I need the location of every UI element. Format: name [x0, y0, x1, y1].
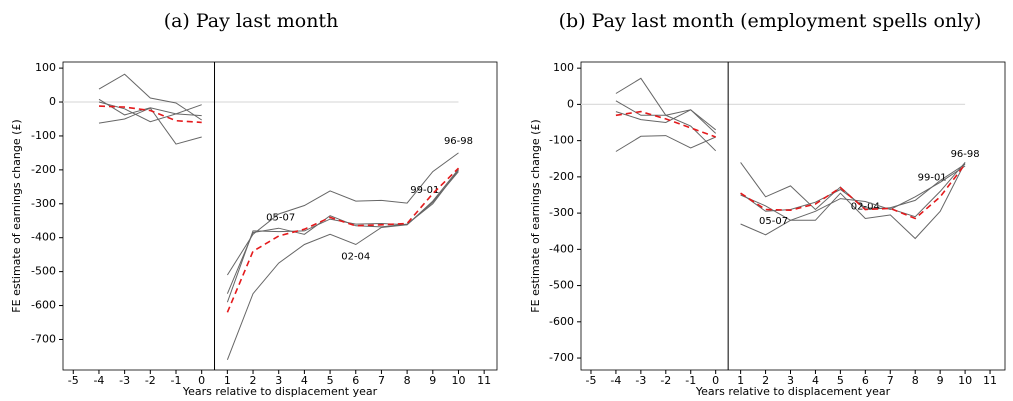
- y-tick-label: 100: [553, 61, 574, 74]
- series-label: 99-01: [410, 185, 439, 196]
- series-line: [98, 98, 459, 303]
- y-tick-label: -700: [31, 332, 56, 345]
- chart-title: (a) Pay last month: [164, 10, 339, 32]
- x-tick-label: -2: [145, 374, 156, 387]
- x-tick-label: -5: [585, 374, 596, 387]
- chart-title: (b) Pay last month (employment spells on…: [559, 10, 982, 32]
- x-tick-label: 1: [224, 374, 231, 387]
- y-tick-label: -300: [31, 197, 56, 210]
- series-line: [615, 77, 966, 211]
- x-tick-label: 6: [352, 374, 359, 387]
- x-tick-label: 10: [451, 374, 465, 387]
- x-tick-label: 5: [837, 374, 844, 387]
- y-tick-label: -400: [549, 242, 574, 255]
- plot-frame: [580, 61, 1006, 371]
- x-tick-label: 2: [250, 374, 257, 387]
- y-tick-label: -600: [31, 299, 56, 312]
- x-tick-label: 11: [477, 374, 491, 387]
- x-tick-label: 7: [378, 374, 385, 387]
- series-label: 02-04: [851, 202, 880, 213]
- x-tick-label: -1: [685, 374, 696, 387]
- y-tick-label: -200: [549, 170, 574, 183]
- x-tick-label: 3: [787, 374, 794, 387]
- x-tick-label: 7: [887, 374, 894, 387]
- y-tick-label: -700: [549, 351, 574, 364]
- x-tick-label: 4: [301, 374, 308, 387]
- x-tick-label: 8: [404, 374, 411, 387]
- series-line: [615, 110, 966, 220]
- y-tick-label: -100: [549, 134, 574, 147]
- series-line: [615, 135, 966, 218]
- series-label: 99-01: [918, 172, 947, 183]
- x-tick-label: -4: [610, 374, 621, 387]
- x-tick-label: 10: [958, 374, 972, 387]
- x-tick-label: 2: [762, 374, 769, 387]
- x-tick-label: 1: [737, 374, 744, 387]
- x-tick-label: 4: [812, 374, 819, 387]
- series-line: [615, 100, 966, 240]
- y-tick-label: -400: [31, 231, 56, 244]
- series-label: 96-98: [951, 149, 980, 160]
- y-tick-label: 0: [49, 95, 56, 108]
- x-tick-label: -5: [68, 374, 79, 387]
- x-tick-label: 8: [912, 374, 919, 387]
- y-tick-label: -600: [549, 315, 574, 328]
- y-tick-label: -500: [549, 279, 574, 292]
- x-tick-label: -2: [660, 374, 671, 387]
- x-tick-label: 0: [712, 374, 719, 387]
- series-label: 96-98: [444, 136, 473, 147]
- series-line: [615, 109, 966, 236]
- x-tick-label: 0: [198, 374, 205, 387]
- x-tick-label: 5: [327, 374, 334, 387]
- series-line: [98, 73, 459, 276]
- x-tick-label: -3: [119, 374, 130, 387]
- plot-frame: [62, 61, 498, 371]
- x-tick-label: -4: [93, 374, 104, 387]
- series-line: [98, 105, 460, 313]
- y-tick-label: -500: [31, 265, 56, 278]
- x-axis-label: Years relative to displacement year: [182, 385, 378, 398]
- y-axis-label: FE estimate of earnings change (£): [529, 119, 542, 312]
- y-tick-label: -200: [31, 163, 56, 176]
- series-label: 05-07: [266, 213, 295, 224]
- y-tick-label: -100: [31, 129, 56, 142]
- series-line: [98, 101, 459, 360]
- x-tick-label: 9: [429, 374, 436, 387]
- y-tick-label: -300: [549, 206, 574, 219]
- y-tick-label: 0: [567, 97, 574, 110]
- series-label: 02-04: [341, 251, 370, 262]
- x-axis-label: Years relative to displacement year: [695, 385, 891, 398]
- x-tick-label: 6: [862, 374, 869, 387]
- y-axis-label: FE estimate of earnings change (£): [10, 119, 23, 312]
- y-tick-label: 100: [35, 61, 56, 74]
- x-tick-label: -3: [635, 374, 646, 387]
- x-tick-label: 11: [983, 374, 997, 387]
- x-tick-label: 3: [275, 374, 282, 387]
- series-label: 05-07: [759, 216, 788, 227]
- series-line: [98, 107, 459, 294]
- x-tick-label: -1: [171, 374, 182, 387]
- x-tick-label: 9: [937, 374, 944, 387]
